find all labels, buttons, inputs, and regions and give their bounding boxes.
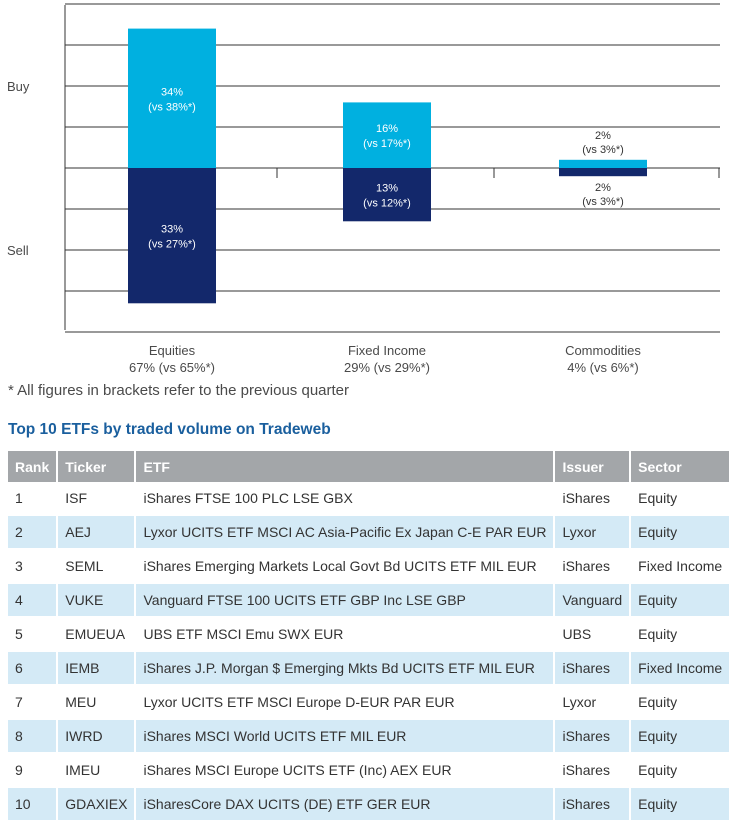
sell-value-label: 2%: [595, 182, 611, 194]
table-row: 4 VUKE Vanguard FTSE 100 UCITS ETF GBP I…: [8, 583, 730, 618]
buy-sell-chart: Buy Sell 34% (vs 38%*) 33% (vs 27%*) Equities 6…: [7, 3, 720, 375]
cell-ticker: IEMB: [57, 651, 137, 686]
cell-issuer: Lyxor: [554, 515, 632, 550]
cell-rank: 1: [8, 482, 59, 516]
cell-etf: UBS ETF MSCI Emu SWX EUR: [135, 617, 556, 652]
table-row: 5 EMUEUA UBS ETF MSCI Emu SWX EUR UBS Eq…: [8, 617, 730, 652]
cell-rank: 10: [8, 787, 59, 822]
cell-rank: 4: [8, 583, 59, 618]
cell-issuer: iShares: [554, 753, 632, 788]
sell-bar: [128, 168, 216, 304]
category-label: Commodities: [565, 343, 641, 358]
cell-issuer: iShares: [554, 719, 632, 754]
buy-value-label: 16%: [376, 123, 398, 135]
header-etf: ETF: [135, 451, 556, 482]
cell-sector: Equity: [630, 482, 730, 516]
cell-issuer: UBS: [554, 617, 632, 652]
cell-issuer: iShares: [554, 482, 632, 516]
table-header-row: Rank Ticker ETF Issuer Sector: [8, 451, 730, 482]
cell-ticker: EMUEUA: [57, 617, 137, 652]
header-rank: Rank: [8, 451, 59, 482]
footnote: * All figures in brackets refer to the p…: [8, 382, 350, 399]
category-share-label: 67% (vs 65%*): [129, 360, 215, 375]
cell-ticker: GDAXIEX: [57, 787, 137, 822]
cell-sector: Equity: [630, 753, 730, 788]
header-sector: Sector: [630, 451, 730, 482]
cell-sector: Fixed Income: [630, 549, 730, 584]
cell-rank: 7: [8, 685, 59, 720]
buy-prev-label: (vs 38%*): [148, 101, 196, 113]
cell-etf: iShares MSCI Europe UCITS ETF (Inc) AEX …: [135, 753, 556, 788]
table-row: 8 IWRD iShares MSCI World UCITS ETF MIL …: [8, 719, 730, 754]
cell-ticker: AEJ: [57, 515, 137, 550]
cell-issuer: Vanguard: [554, 583, 632, 618]
table-row: 9 IMEU iShares MSCI Europe UCITS ETF (In…: [8, 753, 730, 788]
category-label: Fixed Income: [348, 343, 426, 358]
sell-value-label: 33%: [161, 224, 183, 236]
cell-ticker: SEML: [57, 549, 137, 584]
cell-sector: Equity: [630, 515, 730, 550]
cell-rank: 2: [8, 515, 59, 550]
sell-prev-label: (vs 27%*): [148, 239, 196, 251]
category-share-label: 29% (vs 29%*): [344, 360, 430, 375]
cell-sector: Equity: [630, 617, 730, 652]
buy-prev-label: (vs 3%*): [582, 144, 624, 156]
cell-etf: Lyxor UCITS ETF MSCI AC Asia-Pacific Ex …: [135, 515, 556, 550]
sell-bar: [343, 168, 431, 222]
table-row: 6 IEMB iShares J.P. Morgan $ Emerging Mk…: [8, 651, 730, 686]
category-share-label: 4% (vs 6%*): [567, 360, 639, 375]
etf-table: Rank Ticker ETF Issuer Sector 1 ISF iSha…: [8, 451, 730, 822]
cell-ticker: IWRD: [57, 719, 137, 754]
cell-ticker: VUKE: [57, 583, 137, 618]
cell-issuer: iShares: [554, 549, 632, 584]
y-label-sell: Sell: [7, 243, 29, 258]
cell-etf: iShares J.P. Morgan $ Emerging Mkts Bd U…: [135, 651, 556, 686]
cell-issuer: iShares: [554, 651, 632, 686]
cell-ticker: ISF: [57, 482, 137, 516]
cell-sector: Equity: [630, 685, 730, 720]
cell-issuer: iShares: [554, 787, 632, 822]
header-ticker: Ticker: [57, 451, 137, 482]
buy-value-label: 2%: [595, 130, 611, 142]
sell-prev-label: (vs 12%*): [363, 198, 411, 210]
table-row: 2 AEJ Lyxor UCITS ETF MSCI AC Asia-Pacif…: [8, 515, 730, 550]
header-issuer: Issuer: [554, 451, 632, 482]
sell-bar: [559, 168, 647, 177]
y-label-buy: Buy: [7, 79, 30, 94]
table-title: Top 10 ETFs by traded volume on Tradeweb: [8, 421, 331, 438]
table-row: 10 GDAXIEX iSharesCore DAX UCITS (DE) ET…: [8, 787, 730, 822]
buy-value-label: 34%: [161, 86, 183, 98]
cell-rank: 9: [8, 753, 59, 788]
cell-rank: 8: [8, 719, 59, 754]
buy-bar: [559, 159, 647, 168]
cell-rank: 3: [8, 549, 59, 584]
cell-rank: 6: [8, 651, 59, 686]
cell-sector: Equity: [630, 583, 730, 618]
category-label: Equities: [149, 343, 196, 358]
cell-rank: 5: [8, 617, 59, 652]
buy-bar: [128, 28, 216, 168]
cell-etf: Lyxor UCITS ETF MSCI Europe D-EUR PAR EU…: [135, 685, 556, 720]
cell-etf: iSharesCore DAX UCITS (DE) ETF GER EUR: [135, 787, 556, 822]
sell-prev-label: (vs 3%*): [582, 196, 624, 208]
cell-etf: iShares MSCI World UCITS ETF MIL EUR: [135, 719, 556, 754]
cell-etf: iShares FTSE 100 PLC LSE GBX: [135, 482, 556, 516]
cell-ticker: MEU: [57, 685, 137, 720]
buy-prev-label: (vs 17%*): [363, 138, 411, 150]
cell-etf: Vanguard FTSE 100 UCITS ETF GBP Inc LSE …: [135, 583, 556, 618]
buy-bar: [343, 102, 431, 168]
table-row: 7 MEU Lyxor UCITS ETF MSCI Europe D-EUR …: [8, 685, 730, 720]
cell-ticker: IMEU: [57, 753, 137, 788]
cell-issuer: Lyxor: [554, 685, 632, 720]
table-row: 3 SEML iShares Emerging Markets Local Go…: [8, 549, 730, 584]
table-row: 1 ISF iShares FTSE 100 PLC LSE GBX iShar…: [8, 482, 730, 516]
sell-value-label: 13%: [376, 183, 398, 195]
cell-sector: Fixed Income: [630, 651, 730, 686]
cell-etf: iShares Emerging Markets Local Govt Bd U…: [135, 549, 556, 584]
cell-sector: Equity: [630, 719, 730, 754]
cell-sector: Equity: [630, 787, 730, 822]
